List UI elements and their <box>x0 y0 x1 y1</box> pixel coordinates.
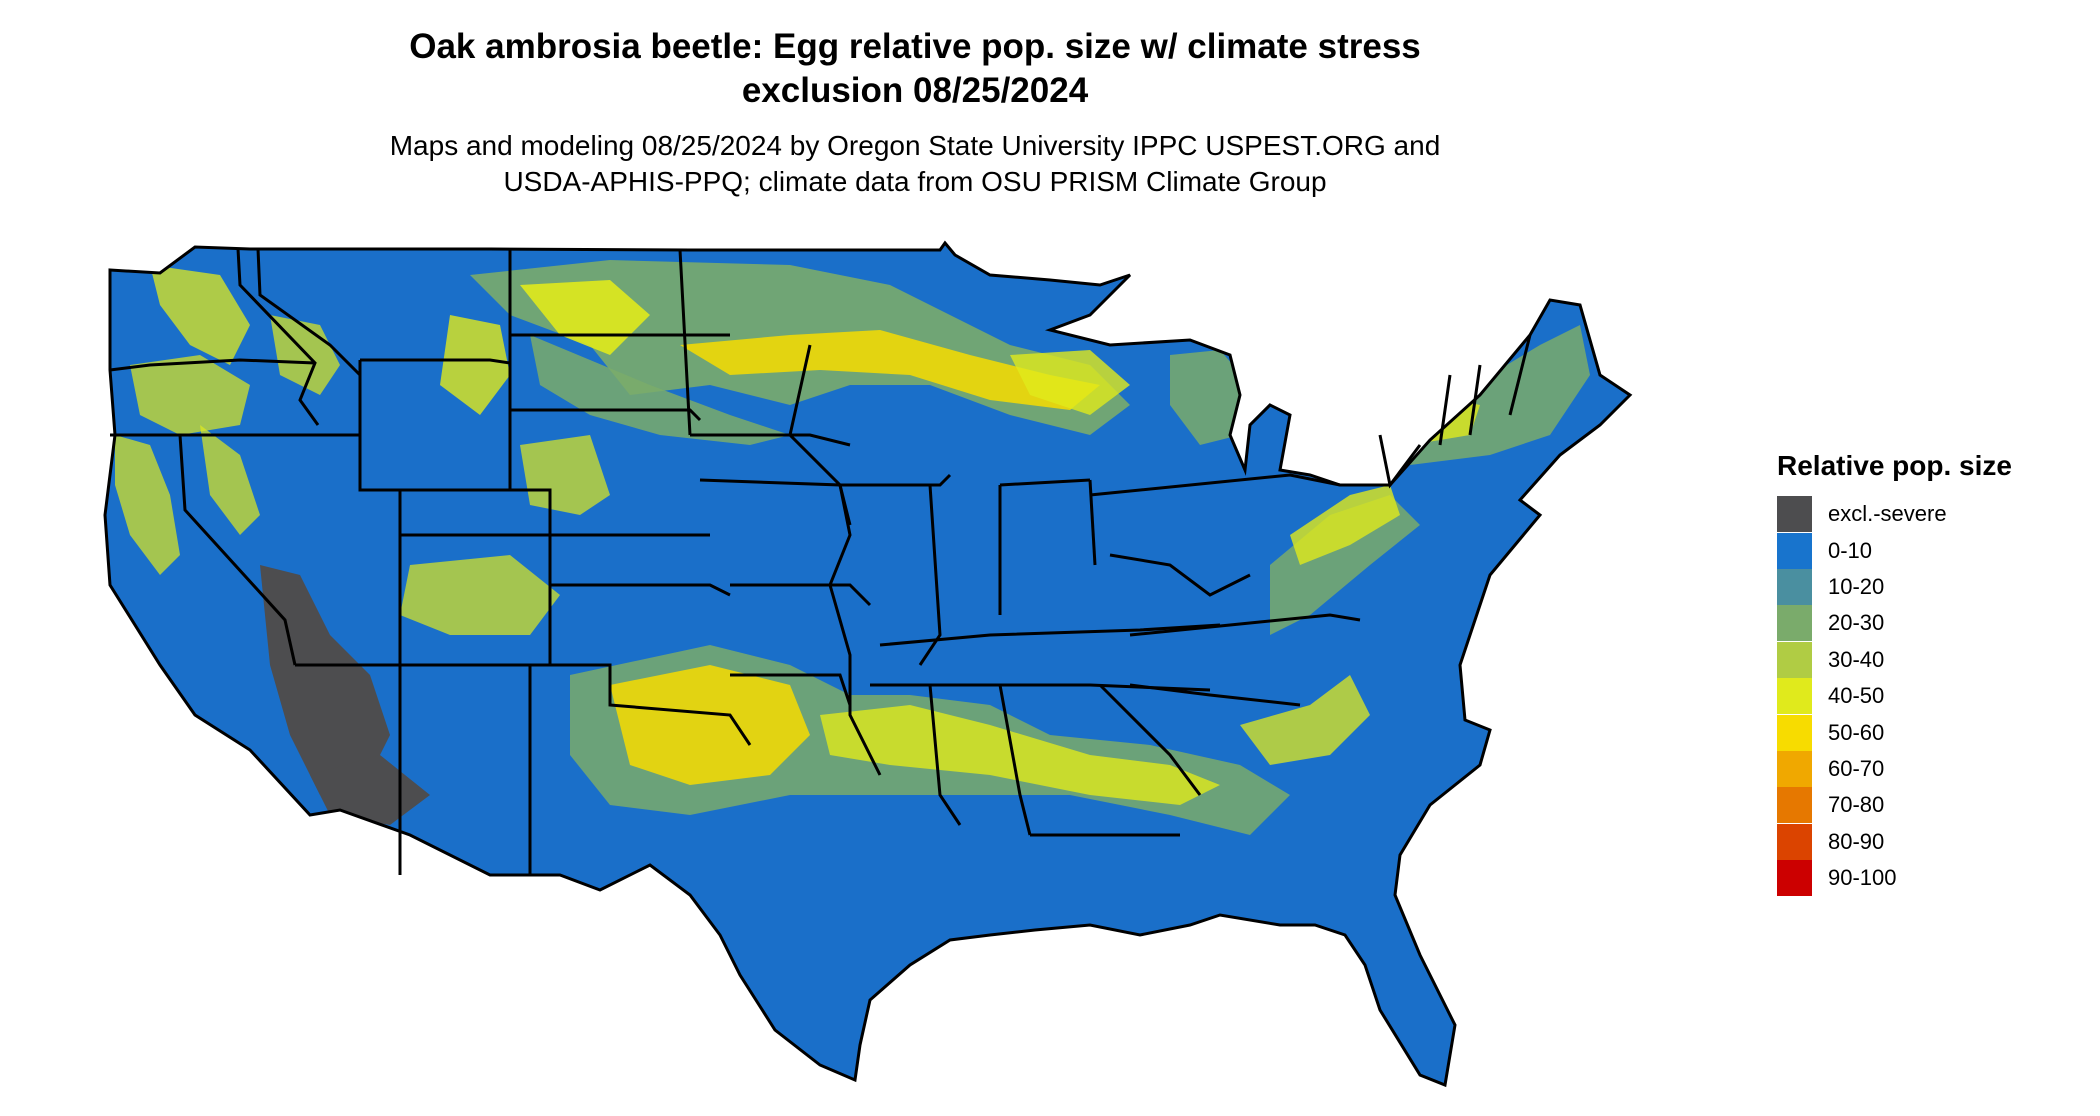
map-legend: Relative pop. size excl.-severe 0-10 10-20… <box>1777 448 2012 897</box>
ark-la-line <box>730 673 852 706</box>
pa-ny-line <box>1089 473 1341 497</box>
zone-oregon-yellow <box>130 355 250 435</box>
dakotas-east <box>508 249 692 490</box>
zone-nebraska-green <box>530 335 790 445</box>
us-landmass <box>105 243 1630 1085</box>
ok-tx-line <box>530 663 752 746</box>
nevada-line <box>178 434 297 666</box>
legend-label: excl.-severe <box>1828 501 1947 527</box>
legend-swatch <box>1777 823 1812 860</box>
sd-ne-line <box>510 408 702 422</box>
ny-east-line <box>1378 434 1422 489</box>
legend-swatch <box>1777 605 1812 642</box>
zone-texas-yellow <box>610 665 810 785</box>
legend-item: 70-80 <box>1777 787 2012 824</box>
mississippi-river <box>788 344 882 776</box>
zone-wisconsin-yellow <box>1010 350 1130 415</box>
legend-swatch <box>1777 750 1812 787</box>
zone-michigan-green <box>1170 350 1250 445</box>
legend-item: 40-50 <box>1777 678 2012 715</box>
value-zones <box>115 260 1590 835</box>
legend-swatch <box>1777 678 1812 715</box>
zone-colorado-yellow <box>520 435 610 515</box>
legend-item: 50-60 <box>1777 714 2012 751</box>
mi-oh-line <box>999 478 1091 487</box>
legend-label: 40-50 <box>1828 683 1885 709</box>
map-subtitle-line-2: USDA-APHIS-PPQ; climate data from OSU PR… <box>503 166 1327 197</box>
legend-swatch <box>1777 860 1812 897</box>
nc-sc-line <box>1129 683 1301 707</box>
map-title-line-1: Oak ambrosia beetle: Egg relative pop. s… <box>409 27 1421 66</box>
zone-dakota-yellow <box>680 330 1100 410</box>
legend-item: 10-20 <box>1777 568 2012 605</box>
zone-pnw-yellow <box>150 265 250 365</box>
legend-label: 0-10 <box>1828 537 1873 563</box>
zone-gulf-yellow <box>820 705 1220 805</box>
legend-label: 50-60 <box>1828 719 1885 745</box>
va-nc-line <box>1129 613 1361 637</box>
state-boundaries <box>103 240 1633 1088</box>
legend-swatch <box>1777 714 1812 751</box>
legend-title: Relative pop. size <box>1777 450 2012 481</box>
legend-label: 80-90 <box>1828 828 1885 854</box>
new-england-lines <box>1438 334 1532 446</box>
ks-ok-line <box>550 583 731 597</box>
legend-item: 60-70 <box>1777 750 2012 787</box>
zone-carolina-yellow <box>1240 675 1370 765</box>
legend-items: excl.-severe 0-10 10-20 20-30 30-40 40-50 50-6… <box>1777 496 2012 897</box>
legend-item: 80-90 <box>1777 823 2012 860</box>
ky-tn-line <box>879 623 1221 647</box>
il-in-line <box>918 484 942 666</box>
ne-ks-line <box>510 488 710 537</box>
legend-label: 10-20 <box>1828 573 1885 599</box>
zone-california-coast <box>115 435 180 575</box>
zone-nm-yellow <box>400 555 560 635</box>
legend-swatch <box>1777 568 1812 605</box>
legend-item: 0-10 <box>1777 532 2012 569</box>
legend-label: 30-40 <box>1828 646 1885 672</box>
us-outline <box>103 240 1633 1088</box>
map-subtitle-line-1: Maps and modeling 08/25/2024 by Oregon S… <box>389 130 1441 161</box>
legend-label: 60-70 <box>1828 755 1885 781</box>
legend-label: 90-100 <box>1828 865 1897 891</box>
mo-ark-line <box>730 583 872 607</box>
zone-wy-yellow <box>440 315 510 415</box>
al-ga-line <box>998 684 1032 836</box>
ms-al-line <box>928 684 962 826</box>
legend-swatch <box>1777 496 1812 533</box>
us-map <box>103 240 1633 1088</box>
legend-item: 20-30 <box>1777 605 2012 642</box>
map-title-line-2: exclusion 08/25/2024 <box>741 71 1089 110</box>
mn-iowa-line <box>690 333 851 447</box>
legend-swatch <box>1777 532 1812 569</box>
zone-appalachian-green <box>1270 495 1420 635</box>
legend-swatch <box>1777 641 1812 678</box>
mt-wy-line <box>360 358 511 365</box>
ga-sc-line <box>1098 683 1202 796</box>
zone-appalachian-yellow <box>1290 485 1400 565</box>
wv-va-line <box>1109 553 1251 597</box>
legend-item: excl.-severe <box>1777 496 2012 533</box>
zone-sierra-yellow <box>200 425 260 535</box>
zone-desert-excluded <box>260 565 390 795</box>
legend-label: 70-80 <box>1828 792 1885 818</box>
idaho-west-line <box>236 248 320 426</box>
tn-south-line <box>870 683 1211 692</box>
legend-item: 30-40 <box>1777 641 2012 678</box>
wi-il-line <box>840 473 952 487</box>
legend-item: 90-100 <box>1777 860 2012 897</box>
legend-swatch <box>1777 787 1812 824</box>
legend-label: 20-30 <box>1828 610 1885 636</box>
wa-or-line <box>109 358 316 372</box>
